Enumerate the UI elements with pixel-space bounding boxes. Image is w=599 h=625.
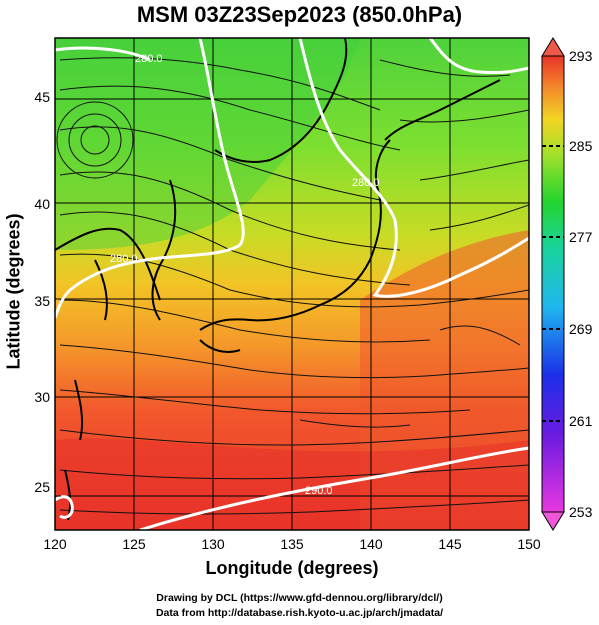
colorbar-tick-label: 253: [569, 504, 593, 520]
y-tick-label: 35: [34, 293, 50, 309]
x-tick-label: 150: [517, 536, 541, 552]
x-tick-label: 145: [438, 536, 462, 552]
colorbar-tick-label: 261: [569, 413, 593, 429]
contour-labels: 280.0 280.0 280.0 290.0: [110, 53, 380, 497]
colorbar-tick-label: 277: [569, 229, 593, 245]
y-axis-title: Latitude (degrees): [3, 213, 24, 370]
coastlines: [55, 38, 501, 521]
x-tick-label: 135: [280, 536, 304, 552]
credit-line-data: Data from http://database.rish.kyoto-u.a…: [155, 607, 444, 619]
axis-tick-marks: [54, 98, 530, 530]
contour-label: 280.0: [135, 53, 163, 65]
isotherm-contours: [55, 38, 529, 530]
y-tick-label: 30: [34, 389, 50, 405]
map-title: MSM 03Z23Sep2023 (850.0hPa): [136, 2, 463, 27]
contour-label: 280.0: [110, 253, 138, 265]
y-tick-label: 40: [34, 196, 50, 212]
colorbar-tick-label: 269: [569, 321, 593, 337]
x-tick-label: 130: [201, 536, 225, 552]
contour-label: 290.0: [305, 485, 333, 497]
x-tick-label: 120: [43, 536, 67, 552]
contour-label: 280.0: [352, 177, 380, 189]
x-axis-title: Longitude (degrees): [205, 558, 379, 578]
colorbar-tick-label: 293: [569, 48, 593, 64]
colorbar: [541, 37, 565, 531]
credit-line-drawing: Drawing by DCL (https://www.gfd-dennou.o…: [156, 592, 443, 604]
y-tick-label: 25: [34, 479, 50, 495]
x-tick-label: 140: [359, 536, 383, 552]
grid-lines: [55, 38, 529, 530]
wind-streamlines: [56, 57, 529, 515]
y-tick-label: 45: [34, 89, 50, 105]
x-tick-label: 125: [122, 536, 146, 552]
colorbar-tick-label: 285: [569, 138, 593, 154]
